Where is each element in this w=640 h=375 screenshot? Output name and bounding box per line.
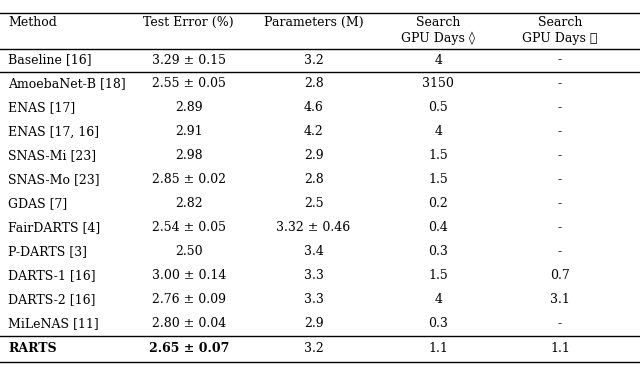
Text: -: - <box>558 317 562 330</box>
Text: 2.5: 2.5 <box>304 197 323 210</box>
Text: -: - <box>558 149 562 162</box>
Text: 3.3: 3.3 <box>303 269 324 282</box>
Text: GDAS [7]: GDAS [7] <box>8 197 68 210</box>
Text: 2.65 ± 0.07: 2.65 ± 0.07 <box>148 342 229 355</box>
Text: -: - <box>558 78 562 90</box>
Text: Method: Method <box>8 16 57 29</box>
Text: -: - <box>558 197 562 210</box>
Text: 3.00 ± 0.14: 3.00 ± 0.14 <box>152 269 226 282</box>
Text: 2.50: 2.50 <box>175 245 203 258</box>
Text: 3.29 ± 0.15: 3.29 ± 0.15 <box>152 54 226 66</box>
Text: 2.8: 2.8 <box>304 173 323 186</box>
Text: 2.98: 2.98 <box>175 149 203 162</box>
Text: ENAS [17]: ENAS [17] <box>8 102 76 114</box>
Text: 0.5: 0.5 <box>429 102 448 114</box>
Text: 0.4: 0.4 <box>428 221 449 234</box>
Text: 4: 4 <box>435 293 442 306</box>
Text: 0.3: 0.3 <box>428 317 449 330</box>
Text: 3.2: 3.2 <box>304 342 323 355</box>
Text: 4.6: 4.6 <box>303 102 324 114</box>
Text: 4: 4 <box>435 125 442 138</box>
Text: 1.5: 1.5 <box>429 269 448 282</box>
Text: 1.1: 1.1 <box>550 342 570 355</box>
Text: 3.32 ± 0.46: 3.32 ± 0.46 <box>276 221 351 234</box>
Text: 2.8: 2.8 <box>304 78 323 90</box>
Text: 0.3: 0.3 <box>428 245 449 258</box>
Text: 0.2: 0.2 <box>429 197 448 210</box>
Text: -: - <box>558 125 562 138</box>
Text: SNAS-Mo [23]: SNAS-Mo [23] <box>8 173 100 186</box>
Text: DARTS-2 [16]: DARTS-2 [16] <box>8 293 96 306</box>
Text: 2.76 ± 0.09: 2.76 ± 0.09 <box>152 293 226 306</box>
Text: GPU Days ◊: GPU Days ◊ <box>401 32 476 45</box>
Text: 2.9: 2.9 <box>304 317 323 330</box>
Text: -: - <box>558 221 562 234</box>
Text: -: - <box>558 102 562 114</box>
Text: -: - <box>558 54 562 66</box>
Text: 3.3: 3.3 <box>303 293 324 306</box>
Text: 3150: 3150 <box>422 78 454 90</box>
Text: 1.5: 1.5 <box>429 149 448 162</box>
Text: GPU Days ⋆: GPU Days ⋆ <box>522 32 598 45</box>
Text: ENAS [17, 16]: ENAS [17, 16] <box>8 125 99 138</box>
Text: 2.54 ± 0.05: 2.54 ± 0.05 <box>152 221 226 234</box>
Text: 2.82: 2.82 <box>175 197 203 210</box>
Text: -: - <box>558 245 562 258</box>
Text: AmoebaNet-B [18]: AmoebaNet-B [18] <box>8 78 126 90</box>
Text: 0.7: 0.7 <box>550 269 570 282</box>
Text: 1.1: 1.1 <box>428 342 449 355</box>
Text: 2.85 ± 0.02: 2.85 ± 0.02 <box>152 173 226 186</box>
Text: Test Error (%): Test Error (%) <box>143 16 234 29</box>
Text: DARTS-1 [16]: DARTS-1 [16] <box>8 269 96 282</box>
Text: FairDARTS [4]: FairDARTS [4] <box>8 221 100 234</box>
Text: 4: 4 <box>435 54 442 66</box>
Text: P-DARTS [3]: P-DARTS [3] <box>8 245 87 258</box>
Text: 2.80 ± 0.04: 2.80 ± 0.04 <box>152 317 226 330</box>
Text: 2.9: 2.9 <box>304 149 323 162</box>
Text: 2.91: 2.91 <box>175 125 203 138</box>
Text: 2.89: 2.89 <box>175 102 203 114</box>
Text: 3.4: 3.4 <box>303 245 324 258</box>
Text: RARTS: RARTS <box>8 342 57 355</box>
Text: 2.55 ± 0.05: 2.55 ± 0.05 <box>152 78 226 90</box>
Text: Search: Search <box>538 16 582 29</box>
Text: 3.2: 3.2 <box>304 54 323 66</box>
Text: Baseline [16]: Baseline [16] <box>8 54 92 66</box>
Text: 3.1: 3.1 <box>550 293 570 306</box>
Text: MiLeNAS [11]: MiLeNAS [11] <box>8 317 99 330</box>
Text: -: - <box>558 173 562 186</box>
Text: Parameters (M): Parameters (M) <box>264 16 364 29</box>
Text: SNAS-Mi [23]: SNAS-Mi [23] <box>8 149 97 162</box>
Text: 1.5: 1.5 <box>429 173 448 186</box>
Text: 4.2: 4.2 <box>304 125 323 138</box>
Text: Search: Search <box>416 16 461 29</box>
